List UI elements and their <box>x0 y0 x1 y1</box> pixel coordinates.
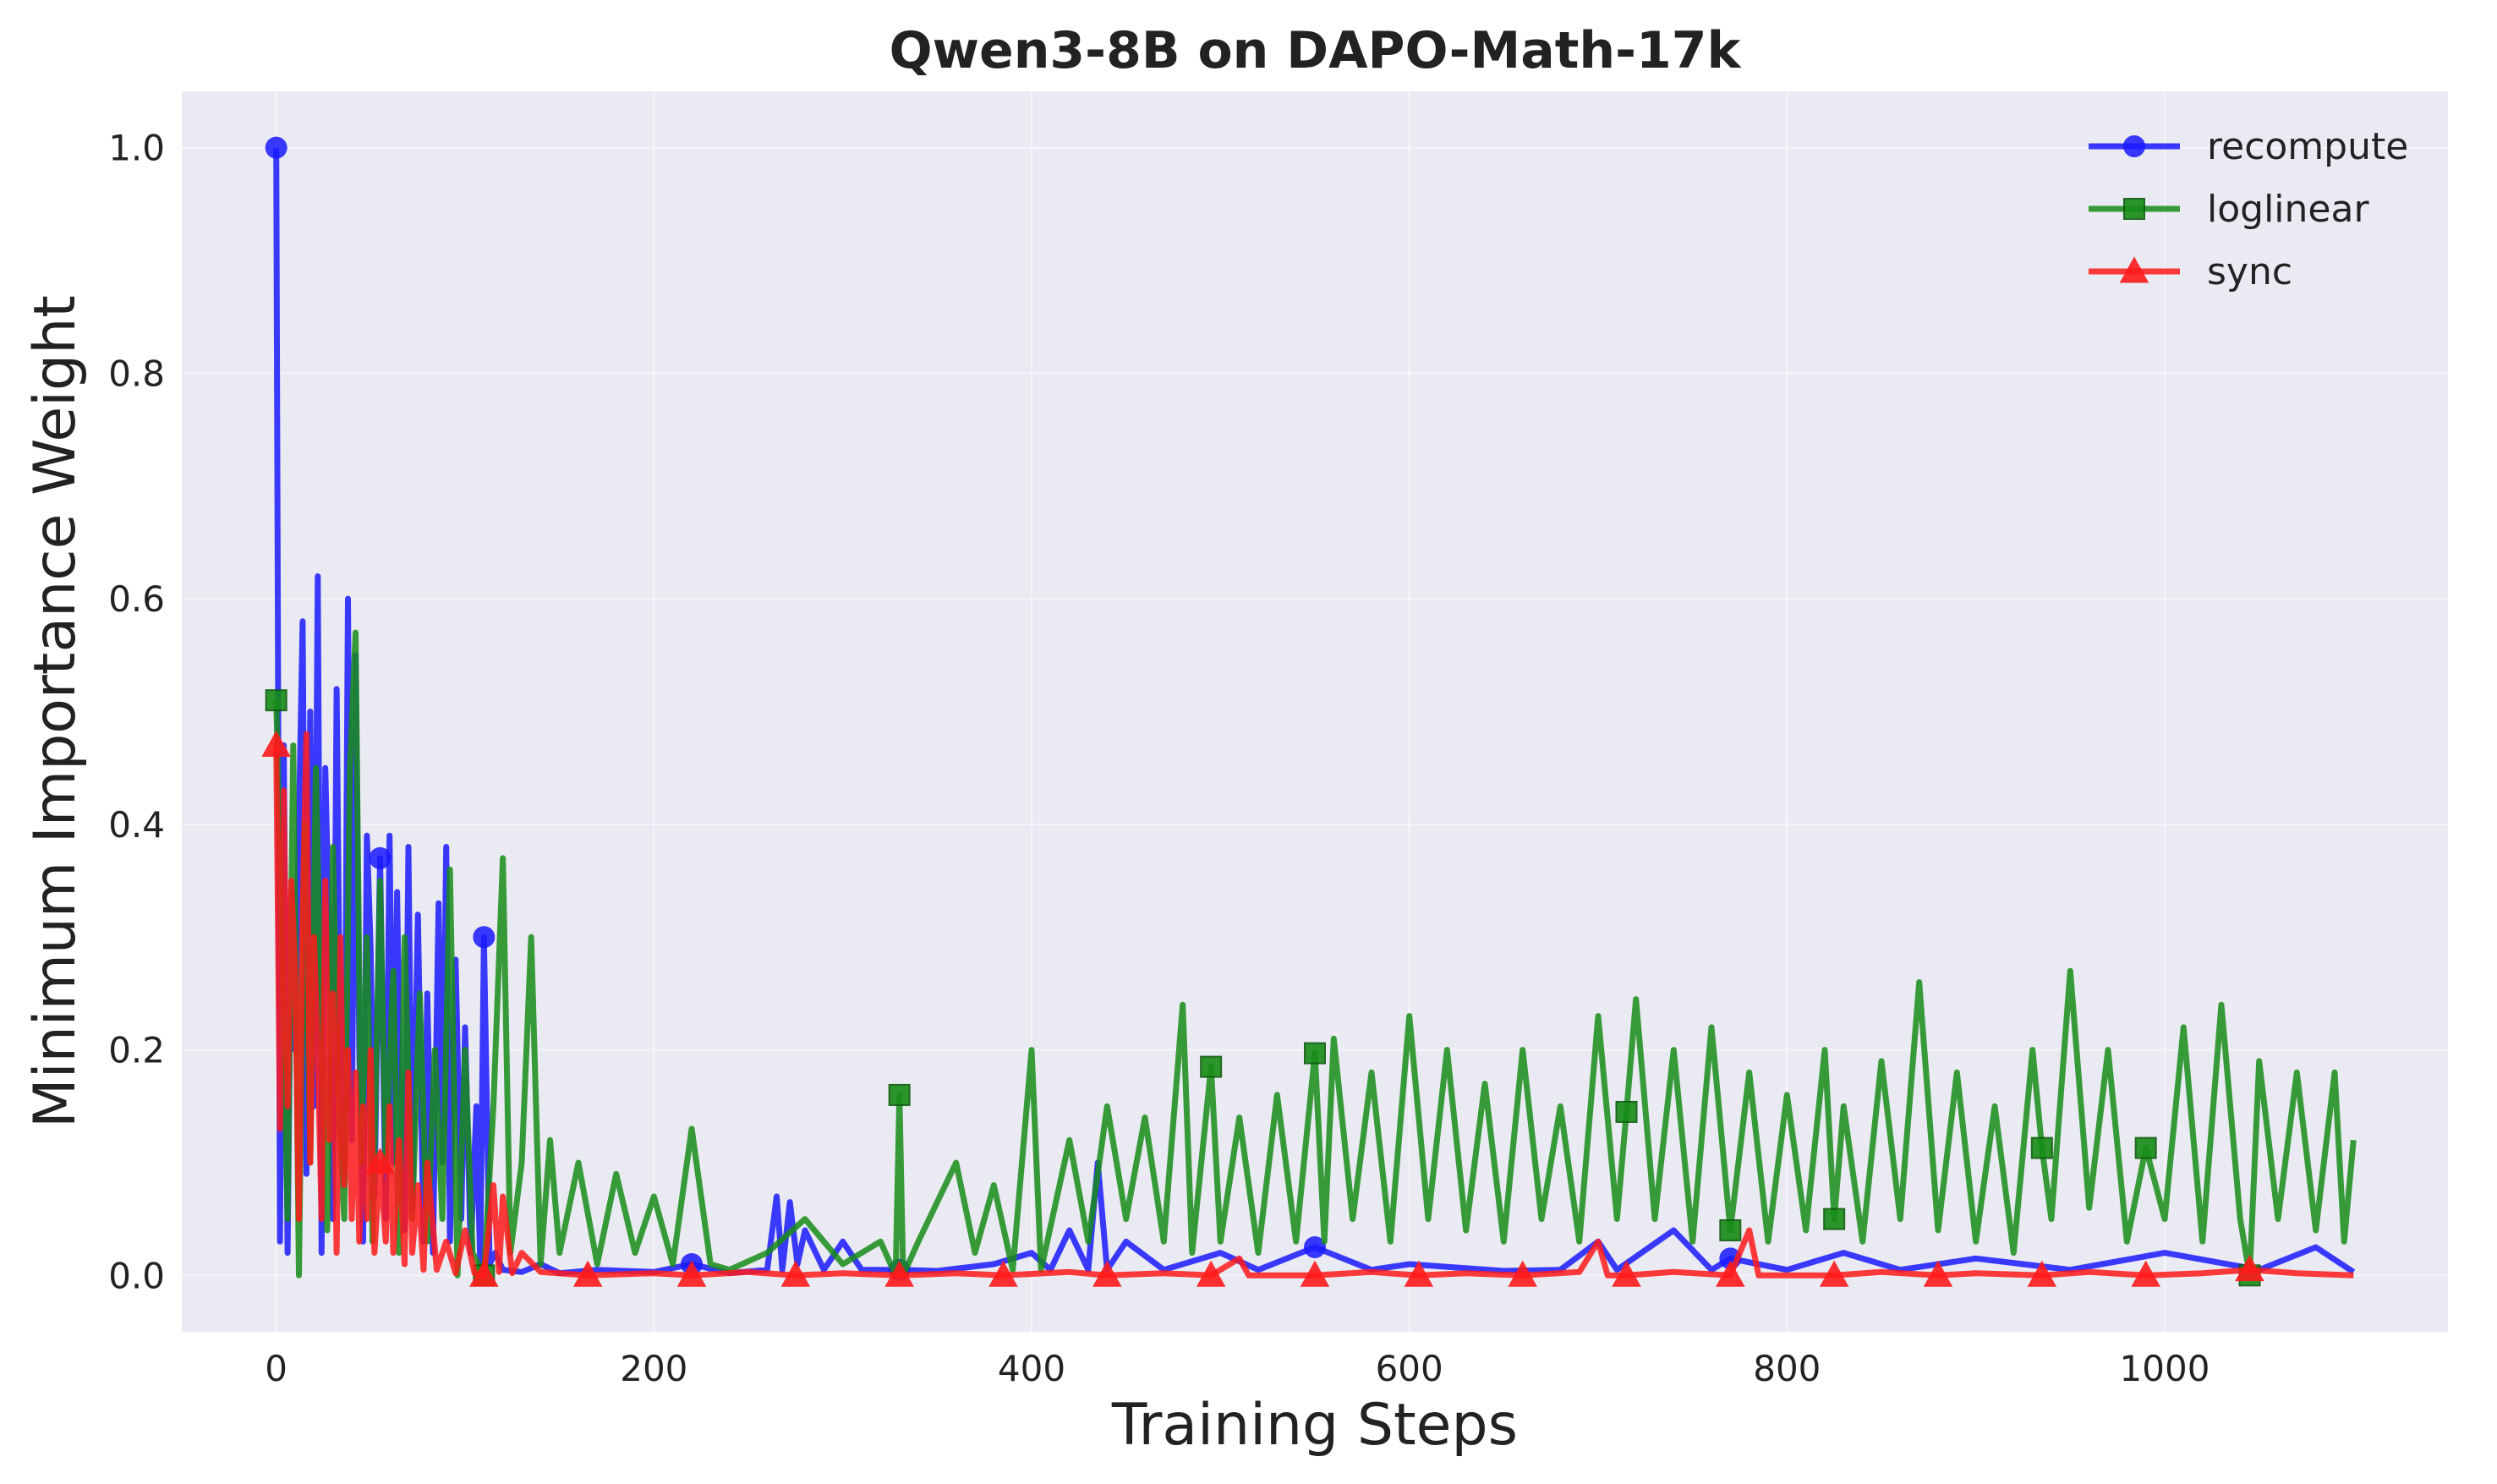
data-point-sync <box>1300 1260 1330 1287</box>
data-point-sync <box>2235 1254 2264 1282</box>
data-point-loglinear <box>1615 1100 1638 1123</box>
legend-entry-recompute: recompute <box>2089 125 2408 168</box>
legend-label-sync: sync <box>2207 250 2292 293</box>
data-point-sync <box>469 1260 499 1287</box>
series-group <box>261 136 2357 1287</box>
chart-title: Qwen3-8B on DAPO-Math-17k <box>890 21 1743 80</box>
y-tick-label: 0.8 <box>108 353 165 394</box>
legend: recompute loglinear sync <box>2089 125 2408 293</box>
axis-ticks: 0 200 400 600 800 1000 0.0 0.2 0.4 0.6 0.8 1.0 <box>108 128 2210 1389</box>
legend-marker-loglinear <box>2123 198 2145 220</box>
x-tick-label: 400 <box>998 1348 1065 1389</box>
plot-area <box>182 91 2448 1332</box>
data-point-sync <box>365 1147 395 1175</box>
y-tick-label: 0.2 <box>108 1030 165 1071</box>
x-tick-label: 800 <box>1753 1348 1821 1389</box>
x-tick-label: 600 <box>1376 1348 1443 1389</box>
data-point-sync <box>572 1260 603 1287</box>
data-point-loglinear <box>2030 1136 2053 1159</box>
y-tick-label: 0.0 <box>108 1255 165 1296</box>
y-tick-label: 0.4 <box>108 804 165 846</box>
y-tick-label: 0.6 <box>108 578 165 620</box>
legend-label-loglinear: loglinear <box>2207 188 2369 231</box>
y-axis-label: Minimum Importance Weight <box>22 295 89 1128</box>
data-point-recompute <box>265 136 287 159</box>
legend-entry-loglinear: loglinear <box>2089 188 2369 231</box>
x-axis-label: Training Steps <box>1111 1392 1518 1459</box>
data-point-sync <box>884 1260 914 1287</box>
data-point-sync <box>1196 1260 1226 1287</box>
data-point-sync <box>1819 1260 1849 1287</box>
data-point-loglinear <box>265 689 287 712</box>
x-tick-label: 1000 <box>2120 1348 2210 1389</box>
data-point-sync <box>261 730 291 757</box>
data-point-sync <box>1508 1260 1537 1287</box>
data-point-loglinear <box>1719 1218 1742 1241</box>
series-sync <box>261 730 2354 1287</box>
x-tick-label: 0 <box>265 1348 287 1389</box>
data-point-recompute <box>1304 1235 1326 1258</box>
legend-label-recompute: recompute <box>2207 125 2408 168</box>
y-tick-label: 1.0 <box>108 128 165 169</box>
x-tick-label: 200 <box>620 1348 687 1389</box>
series-line-sync <box>273 731 2354 1279</box>
data-point-loglinear <box>1200 1055 1223 1078</box>
legend-marker-recompute <box>2123 135 2145 157</box>
data-point-recompute <box>369 846 392 869</box>
data-point-sync <box>1923 1260 1953 1287</box>
data-point-sync <box>988 1260 1018 1287</box>
data-point-sync <box>1612 1260 1641 1287</box>
legend-entry-sync: sync <box>2089 250 2292 293</box>
data-point-recompute <box>473 926 496 949</box>
legend-marker-sync <box>2119 256 2149 283</box>
data-point-sync <box>1716 1260 1745 1287</box>
data-point-sync <box>2027 1260 2057 1287</box>
data-point-sync <box>1404 1260 1434 1287</box>
data-point-sync <box>1092 1260 1122 1287</box>
data-point-sync <box>2131 1260 2160 1287</box>
data-point-loglinear <box>1823 1207 1846 1230</box>
data-point-loglinear <box>1304 1042 1326 1065</box>
data-point-loglinear <box>888 1083 911 1106</box>
data-point-sync <box>676 1260 707 1287</box>
data-point-sync <box>780 1260 811 1287</box>
data-point-loglinear <box>2134 1136 2157 1159</box>
